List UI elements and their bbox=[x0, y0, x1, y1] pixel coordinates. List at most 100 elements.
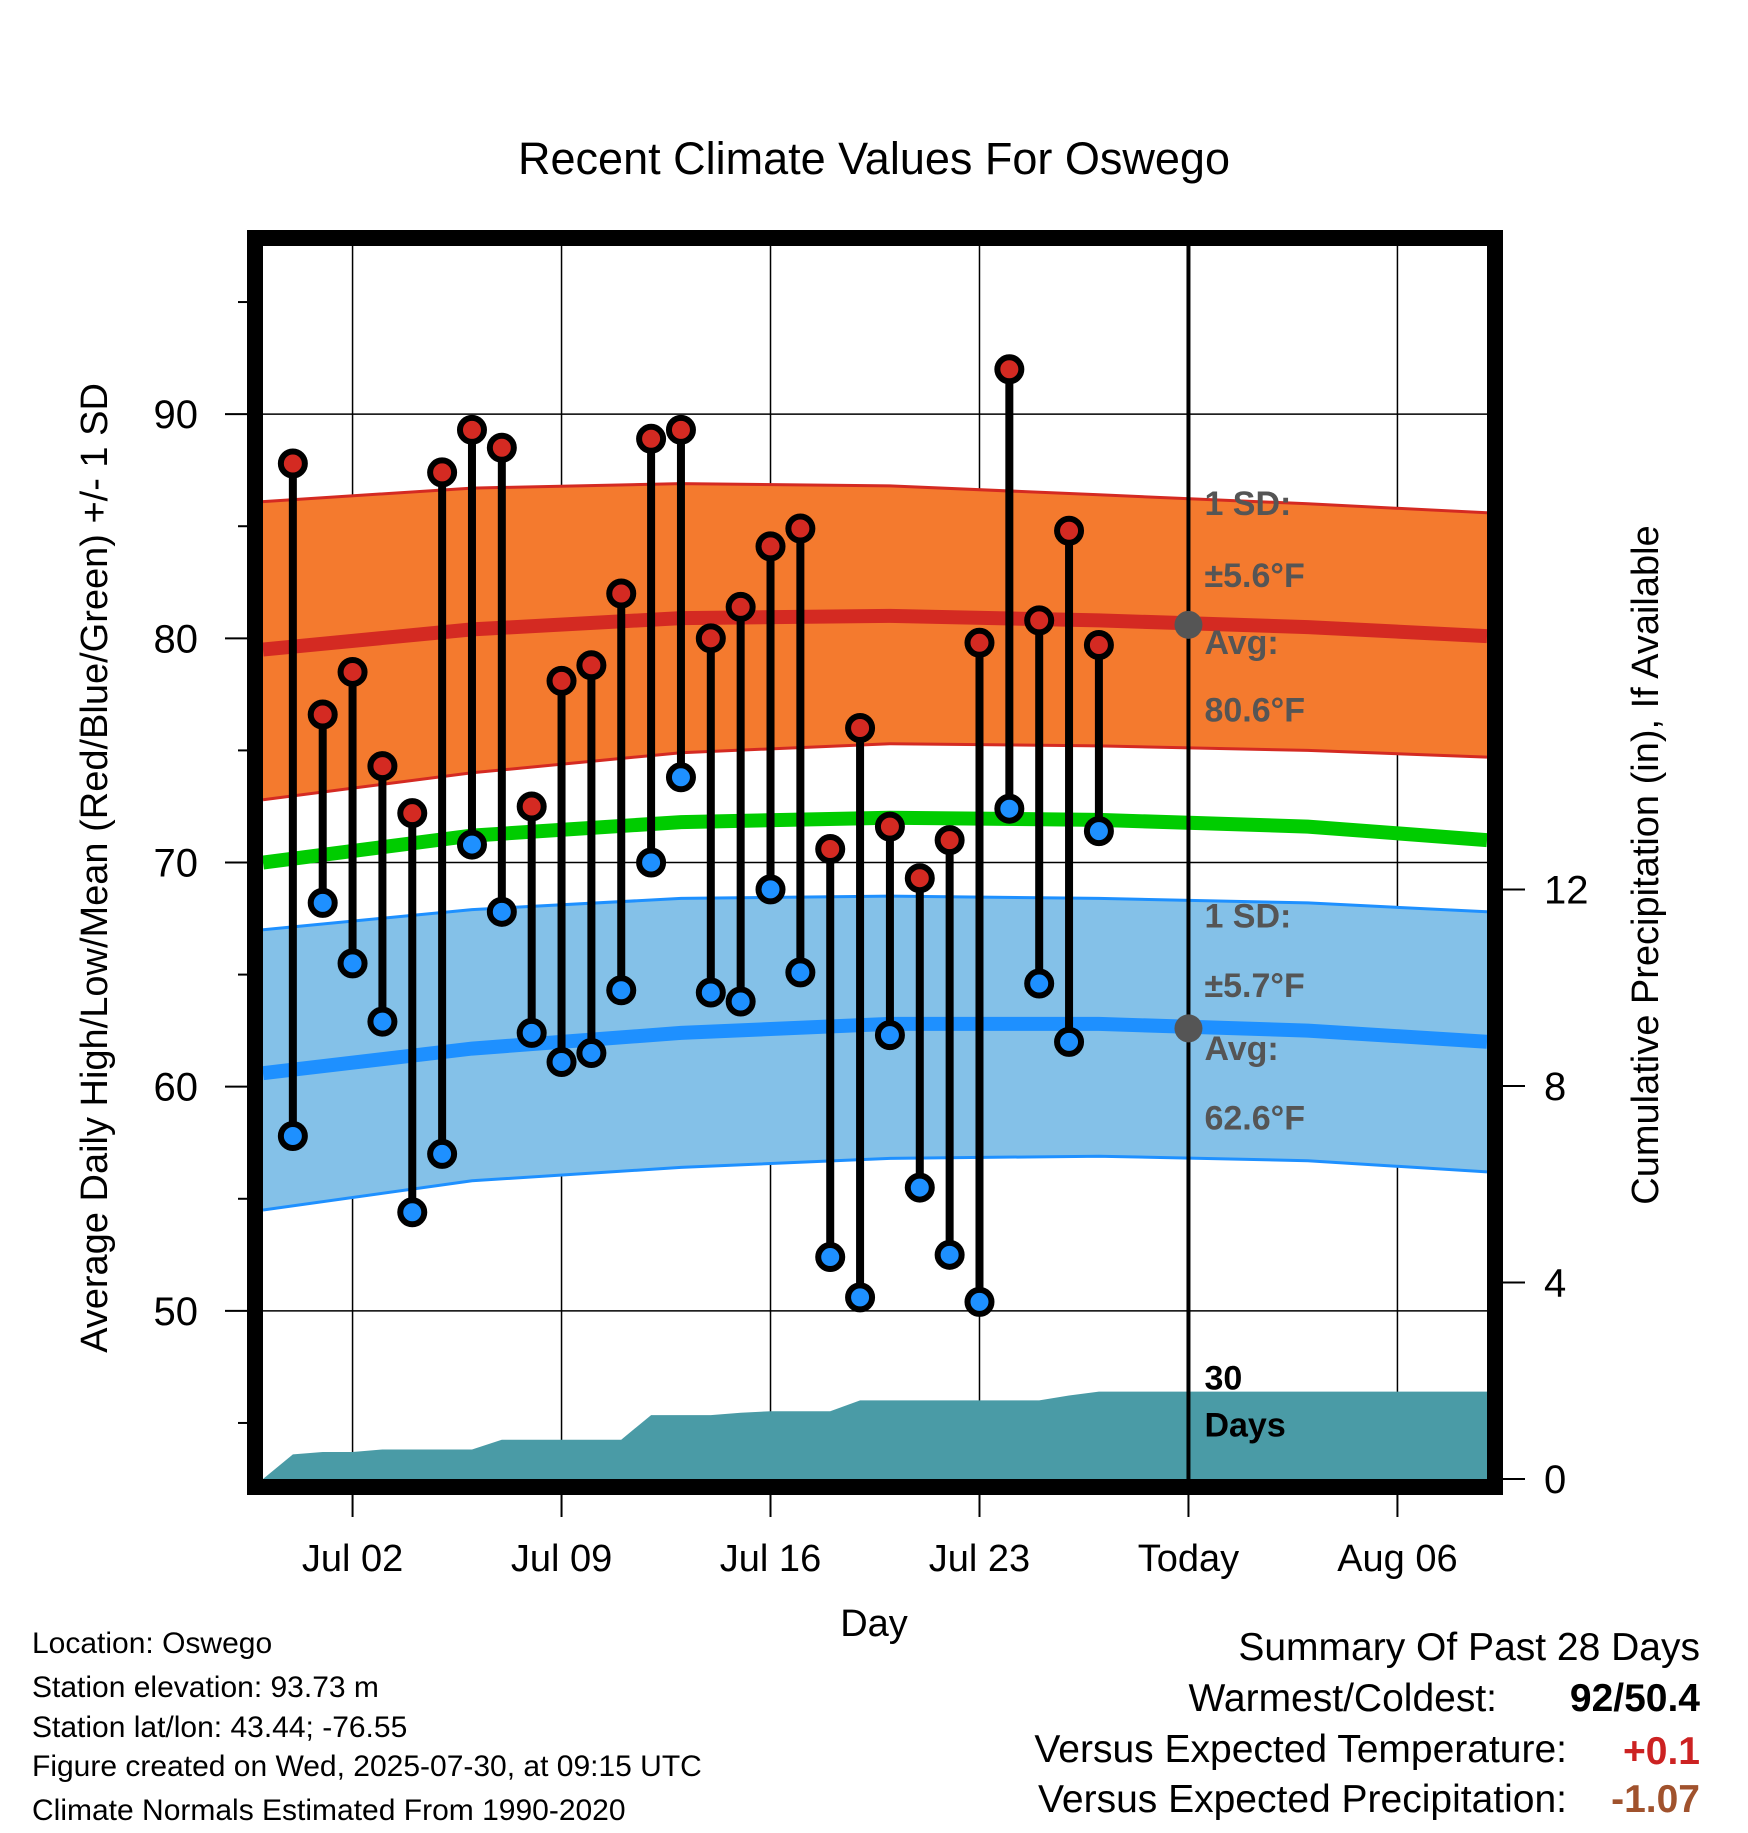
low-avg-title: Avg: bbox=[1204, 1030, 1278, 1068]
low-sd-title: 1 SD: bbox=[1204, 898, 1291, 936]
daily-high-point bbox=[636, 423, 667, 454]
daily-high-point bbox=[785, 513, 816, 544]
daily-low-point bbox=[874, 1020, 905, 1051]
daily-low-point bbox=[636, 847, 667, 878]
daily-high-point bbox=[725, 591, 756, 622]
daily-high-point bbox=[755, 531, 786, 562]
daily-high-point bbox=[845, 712, 876, 743]
x-tick-label: Jul 02 bbox=[302, 1538, 403, 1580]
y2-tick-label: 4 bbox=[1544, 1262, 1566, 1306]
high-avg-marker bbox=[1174, 610, 1203, 639]
summary-precip-label: Versus Expected Precipitation: bbox=[1038, 1778, 1567, 1821]
y2-tick-label: 8 bbox=[1544, 1065, 1566, 1109]
daily-low-point bbox=[576, 1038, 607, 1069]
station-latlon: Station lat/lon: 43.44; -76.55 bbox=[32, 1711, 407, 1744]
normals-period: Climate Normals Estimated From 1990-2020 bbox=[32, 1794, 626, 1827]
daily-high-point bbox=[576, 650, 607, 681]
daily-low-point bbox=[1024, 968, 1055, 999]
low-avg-marker bbox=[1174, 1014, 1203, 1043]
daily-high-point bbox=[665, 414, 696, 445]
x-tick-label: Today bbox=[1138, 1538, 1239, 1580]
summary-warmest-value: 92/50.4 bbox=[1570, 1677, 1700, 1720]
daily-low-point bbox=[337, 948, 368, 979]
daily-high-point bbox=[695, 623, 726, 654]
low-avg-value: 62.6°F bbox=[1204, 1099, 1305, 1137]
daily-high-point bbox=[397, 798, 428, 829]
x-tick-label: Jul 16 bbox=[720, 1538, 821, 1580]
daily-low-point bbox=[486, 896, 517, 927]
daily-low-point bbox=[934, 1239, 965, 1270]
summary-warmest-label: Warmest/Coldest: bbox=[1189, 1677, 1497, 1720]
daily-high-point bbox=[456, 414, 487, 445]
daily-high-point bbox=[546, 665, 577, 696]
daily-low-point bbox=[994, 793, 1025, 824]
y2-tick-label: 0 bbox=[1544, 1458, 1566, 1502]
low-sd-value: ±5.7°F bbox=[1204, 967, 1304, 1005]
daily-low-point bbox=[427, 1138, 458, 1169]
y-tick-label: 80 bbox=[154, 617, 199, 661]
daily-low-point bbox=[725, 986, 756, 1017]
daily-low-point bbox=[695, 977, 726, 1008]
daily-low-point bbox=[1054, 1026, 1085, 1057]
daily-high-point bbox=[904, 863, 935, 894]
daily-low-point bbox=[815, 1242, 846, 1273]
days-count-label: 30 bbox=[1204, 1359, 1242, 1397]
y-tick-label: 70 bbox=[154, 842, 199, 886]
daily-high-point bbox=[516, 791, 547, 822]
summary-precip-value: -1.07 bbox=[1611, 1778, 1700, 1821]
daily-low-point bbox=[397, 1197, 428, 1228]
daily-high-point bbox=[934, 825, 965, 856]
normal-mean-line bbox=[263, 810, 1487, 870]
station-info: Location: Oswego Station elevation: 93.7… bbox=[32, 1627, 702, 1827]
y-tick-label: 90 bbox=[154, 393, 199, 437]
high-avg-value: 80.6°F bbox=[1204, 691, 1305, 729]
daily-high-point bbox=[994, 354, 1025, 385]
station-elevation: Station elevation: 93.73 m bbox=[32, 1671, 379, 1704]
daily-low-point bbox=[845, 1282, 876, 1313]
daily-high-point bbox=[1083, 630, 1114, 661]
days-word-label: Days bbox=[1204, 1406, 1285, 1444]
daily-low-point bbox=[367, 1006, 398, 1037]
station-location: Location: Oswego bbox=[32, 1627, 272, 1660]
daily-low-point bbox=[456, 829, 487, 860]
daily-high-point bbox=[337, 656, 368, 687]
daily-high-point bbox=[964, 627, 995, 658]
high-sd-band bbox=[263, 483, 1487, 800]
daily-low-point bbox=[785, 957, 816, 988]
daily-low-point bbox=[546, 1047, 577, 1078]
x-axis-label: Day bbox=[840, 1603, 908, 1645]
daily-low-point bbox=[516, 1017, 547, 1048]
daily-high-point bbox=[815, 834, 846, 865]
daily-high-point bbox=[277, 448, 308, 479]
daily-low-point bbox=[755, 874, 786, 905]
summary-temp-label: Versus Expected Temperature: bbox=[1034, 1728, 1567, 1771]
daily-low-point bbox=[964, 1286, 995, 1317]
daily-high-point bbox=[606, 578, 637, 609]
x-tick-label: Jul 23 bbox=[929, 1538, 1030, 1580]
daily-high-point bbox=[367, 751, 398, 782]
summary-title: Summary Of Past 28 Days bbox=[1238, 1626, 1700, 1669]
y-tick-label: 50 bbox=[154, 1290, 199, 1334]
plot-frame bbox=[247, 230, 1503, 1495]
daily-low-point bbox=[665, 762, 696, 793]
y2-axis-label: Cumulative Precipitation (in), If Availa… bbox=[1625, 525, 1667, 1204]
figure-created: Figure created on Wed, 2025-07-30, at 09… bbox=[32, 1750, 702, 1783]
daily-high-point bbox=[874, 811, 905, 842]
daily-low-point bbox=[606, 975, 637, 1006]
summary-panel: Summary Of Past 28 Days Warmest/Coldest:… bbox=[1034, 1626, 1700, 1821]
summary-temp-value: +0.1 bbox=[1623, 1730, 1700, 1773]
daily-low-point bbox=[1083, 816, 1114, 847]
daily-low-point bbox=[307, 887, 338, 918]
y2-tick-label: 12 bbox=[1544, 869, 1589, 913]
daily-high-point bbox=[1024, 605, 1055, 636]
y-axis-label: Average Daily High/Low/Mean (Red/Blue/Gr… bbox=[74, 383, 116, 1353]
daily-high-point bbox=[427, 457, 458, 488]
y-tick-label: 60 bbox=[154, 1066, 199, 1110]
daily-high-point bbox=[1054, 515, 1085, 546]
high-sd-title: 1 SD: bbox=[1204, 485, 1291, 523]
low-sd-band bbox=[263, 896, 1487, 1210]
chart-title: Recent Climate Values For Oswego bbox=[518, 133, 1230, 184]
daily-high-point bbox=[307, 699, 338, 730]
